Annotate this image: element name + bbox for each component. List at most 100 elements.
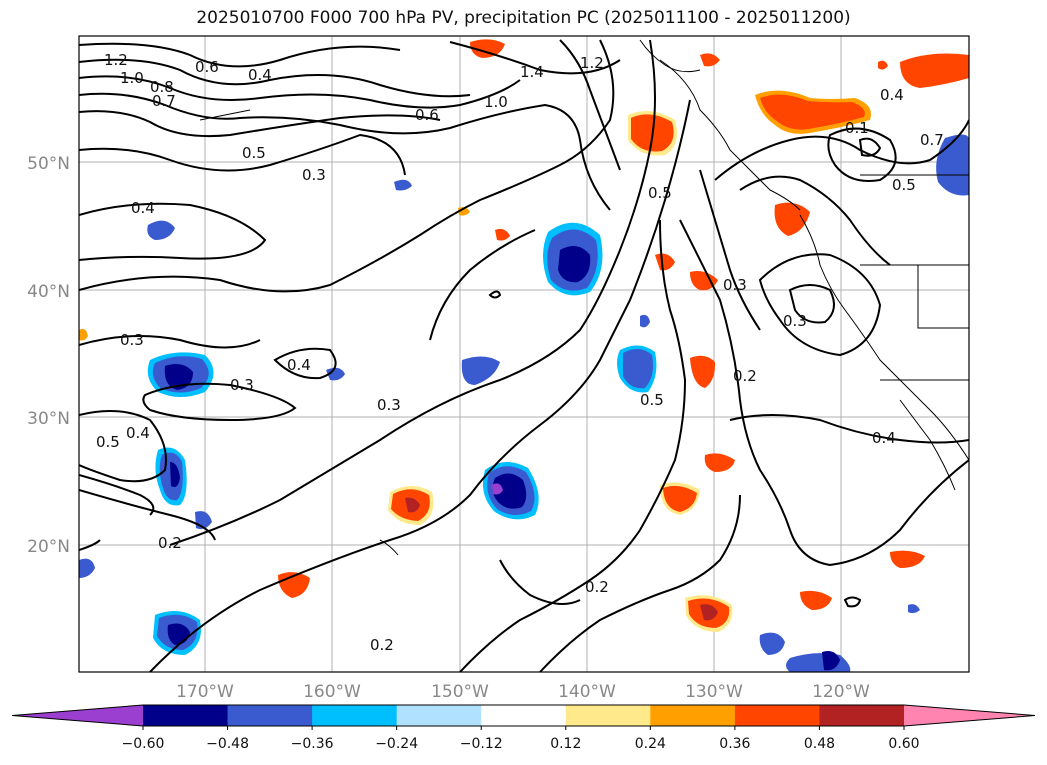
colorbar-bin [819, 705, 905, 726]
colorbar-tick-label: −0.60 [122, 736, 165, 752]
precip-blob-neg [164, 364, 193, 390]
precip-blob-pos [470, 39, 505, 58]
precip-blob-pos [704, 453, 735, 472]
contour-label: 0.2 [158, 534, 182, 552]
contour-label: 0.4 [872, 429, 896, 447]
precip-blob-neg [822, 651, 840, 671]
precip-blob-pos [655, 253, 675, 271]
contour-label: 0.7 [152, 92, 176, 110]
longitude-labels: 170°W 160°W 150°W 140°W 130°W 120°W [176, 682, 870, 702]
precip-blob-neg [492, 483, 503, 495]
precip-blob-pos [900, 53, 969, 88]
precip-blob-neg [492, 473, 527, 509]
precip-blob-neg [558, 246, 591, 283]
colorbar-extend-low [12, 705, 143, 726]
contour-label: 0.5 [640, 391, 664, 409]
colorbar-bin [143, 705, 229, 726]
colorbar-bin [734, 705, 820, 726]
contour-label: 0.4 [248, 66, 272, 84]
contour-label: 0.3 [302, 166, 326, 184]
precip-blob-neg [147, 220, 175, 240]
contour-label: 1.0 [484, 93, 508, 111]
colorbar-bin [565, 705, 651, 726]
lon-label: 120°W [812, 682, 870, 702]
latitude-labels: 50°N 40°N 30°N 20°N [27, 154, 70, 557]
precip-blob-neg [759, 632, 785, 655]
contour-label: 0.5 [242, 144, 266, 162]
contour-label: 0.5 [648, 184, 672, 202]
lat-label: 20°N [27, 537, 70, 557]
precip-blob-pos [800, 590, 832, 610]
contour-label: 1.2 [580, 54, 604, 72]
colorbar-tick-label: −0.24 [375, 736, 418, 752]
contour-label: 0.3 [377, 396, 401, 414]
contour-label: 1.4 [520, 63, 544, 81]
contour-label: 0.2 [585, 578, 609, 596]
colorbar [11, 704, 1036, 727]
pv-contours [79, 39, 969, 672]
contour-label: 0.4 [880, 86, 904, 104]
contour-label: 0.3 [783, 312, 807, 330]
lon-label: 170°W [176, 682, 234, 702]
precip-blob-pos [700, 604, 718, 621]
precip-blob-neg [640, 314, 650, 328]
colorbar-ticks: −0.60 −0.48 −0.36 −0.24 −0.12 0.12 0.24 0.36 0.4… [122, 726, 920, 752]
contour-label: 0.2 [370, 636, 394, 654]
map-frame [78, 35, 970, 673]
contour-label: 0.4 [126, 424, 150, 442]
lat-label: 50°N [27, 154, 70, 174]
precip-blob-pos [700, 53, 720, 67]
map-panel [79, 36, 969, 672]
precip-blob-neg [394, 179, 412, 191]
precip-blob-pos [690, 355, 716, 388]
colorbar-bin [650, 705, 736, 726]
contour-label: 0.5 [96, 433, 120, 451]
precip-blob-pos [760, 94, 865, 130]
precip-blob-pos [495, 228, 510, 241]
precip-blob-neg [461, 356, 500, 385]
precip-blob-pos [774, 202, 810, 236]
contour-label: 0.2 [733, 367, 757, 385]
contour-label: 0.3 [723, 276, 747, 294]
contour-label-group: 1.2 1.0 0.8 0.7 0.6 0.4 0.5 0.6 1.0 1.4 … [96, 51, 944, 654]
precip-blob-neg [326, 367, 345, 381]
colorbar-tick-label: 0.60 [888, 736, 919, 752]
precip-blob-pos [663, 485, 697, 512]
lat-label: 40°N [27, 282, 70, 302]
precip-blob-pos [878, 60, 888, 70]
contour-label: 0.8 [150, 78, 174, 96]
colorbar-tick-label: 0.12 [550, 736, 581, 752]
colorbar-tick-label: 0.36 [719, 736, 750, 752]
lon-label: 130°W [685, 682, 743, 702]
lon-label: 140°W [558, 682, 616, 702]
precip-blob-pos [79, 328, 88, 341]
precip-blob-pos [890, 550, 925, 568]
contour-label: 0.6 [195, 58, 219, 76]
contour-label: 0.3 [230, 376, 254, 394]
colorbar-tick-label: −0.48 [206, 736, 249, 752]
colorbar-tick-label: −0.36 [291, 736, 334, 752]
colorbar-extend-high [904, 705, 1035, 726]
contour-label: 0.1 [845, 119, 869, 137]
contour-label: 0.4 [287, 356, 311, 374]
colorbar-bin [227, 705, 313, 726]
colorbar-tick-label: 0.48 [804, 736, 835, 752]
precip-blob-pos [405, 497, 420, 513]
contour-label: 0.6 [415, 106, 439, 124]
precip-blob-pos [690, 271, 718, 291]
map-title: 2025010700 F000 700 hPa PV, precipitatio… [196, 8, 851, 28]
lon-label: 160°W [303, 682, 361, 702]
lon-label: 150°W [431, 682, 489, 702]
colorbar-bin [312, 705, 398, 726]
precip-blob-neg [170, 462, 180, 487]
contour-label: 0.5 [892, 176, 916, 194]
contour-label: 1.0 [120, 69, 144, 87]
colorbar-bin [396, 705, 482, 726]
coastlines [199, 39, 969, 556]
precip-blob-neg [623, 348, 654, 389]
contour-label: 0.3 [120, 331, 144, 349]
precip-blob-neg [908, 604, 920, 614]
colorbar-bin [481, 705, 567, 726]
contour-label: 1.2 [104, 51, 128, 69]
